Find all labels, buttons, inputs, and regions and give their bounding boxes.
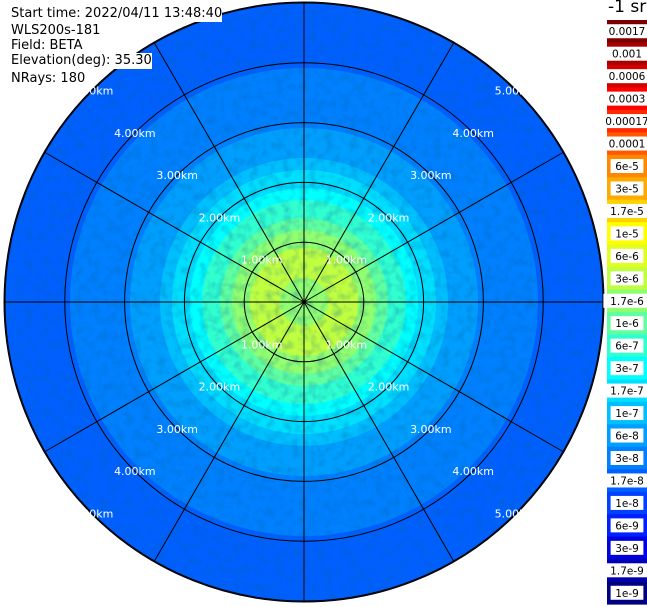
azimuth-spoke <box>43 301 305 453</box>
elevation-label: Elevation(deg): 35.30 <box>11 53 152 69</box>
range-ring-label: 2.00km <box>199 381 241 394</box>
range-ring-label: 4.00km <box>114 465 156 478</box>
azimuth-spoke <box>43 151 305 303</box>
field-label: Field: BETA <box>11 38 83 54</box>
range-ring-label: 1.00km <box>241 254 283 267</box>
instrument-label: WLS200s-181 <box>11 23 101 39</box>
azimuth-spoke <box>303 301 455 563</box>
range-ring-label: 1.00km <box>241 338 283 351</box>
range-ring-label: 3.00km <box>410 423 452 436</box>
nrays-label: NRays: 180 <box>11 71 86 87</box>
range-ring-labels: 1.00km 1.00km 1.00km 1.00km 2.00km 2.00km 2.00… <box>72 85 536 521</box>
range-ring-label: 3.00km <box>156 169 198 182</box>
azimuth-spoke <box>153 301 305 563</box>
range-ring-label: 2.00km <box>368 211 410 224</box>
range-ring-label: 4.00km <box>452 127 494 140</box>
azimuth-spoke <box>303 301 565 453</box>
polar-grid <box>3 1 605 603</box>
range-ring-label: 5.00km <box>495 507 537 520</box>
azimuth-spoke <box>303 151 565 303</box>
range-ring-label: 2.00km <box>368 381 410 394</box>
range-ring-label: 5.00km <box>72 85 114 98</box>
azimuth-spoke <box>153 41 305 303</box>
range-ring-label: 1.00km <box>325 254 367 267</box>
range-ring-label: 5.00km <box>495 85 537 98</box>
range-ring-label: 3.00km <box>156 423 198 436</box>
range-ring-label: 1.00km <box>325 338 367 351</box>
range-ring-label: 4.00km <box>114 127 156 140</box>
range-ring-label: 3.00km <box>410 169 452 182</box>
range-ring-label: 2.00km <box>199 211 241 224</box>
range-ring-label: 4.00km <box>452 465 494 478</box>
colorbar-units: -1 sr <box>608 0 647 17</box>
range-ring-label: 5.00km <box>72 507 114 520</box>
azimuth-spoke <box>303 41 455 303</box>
start-time-label: Start time: 2022/04/11 13:48:40 <box>11 6 223 22</box>
